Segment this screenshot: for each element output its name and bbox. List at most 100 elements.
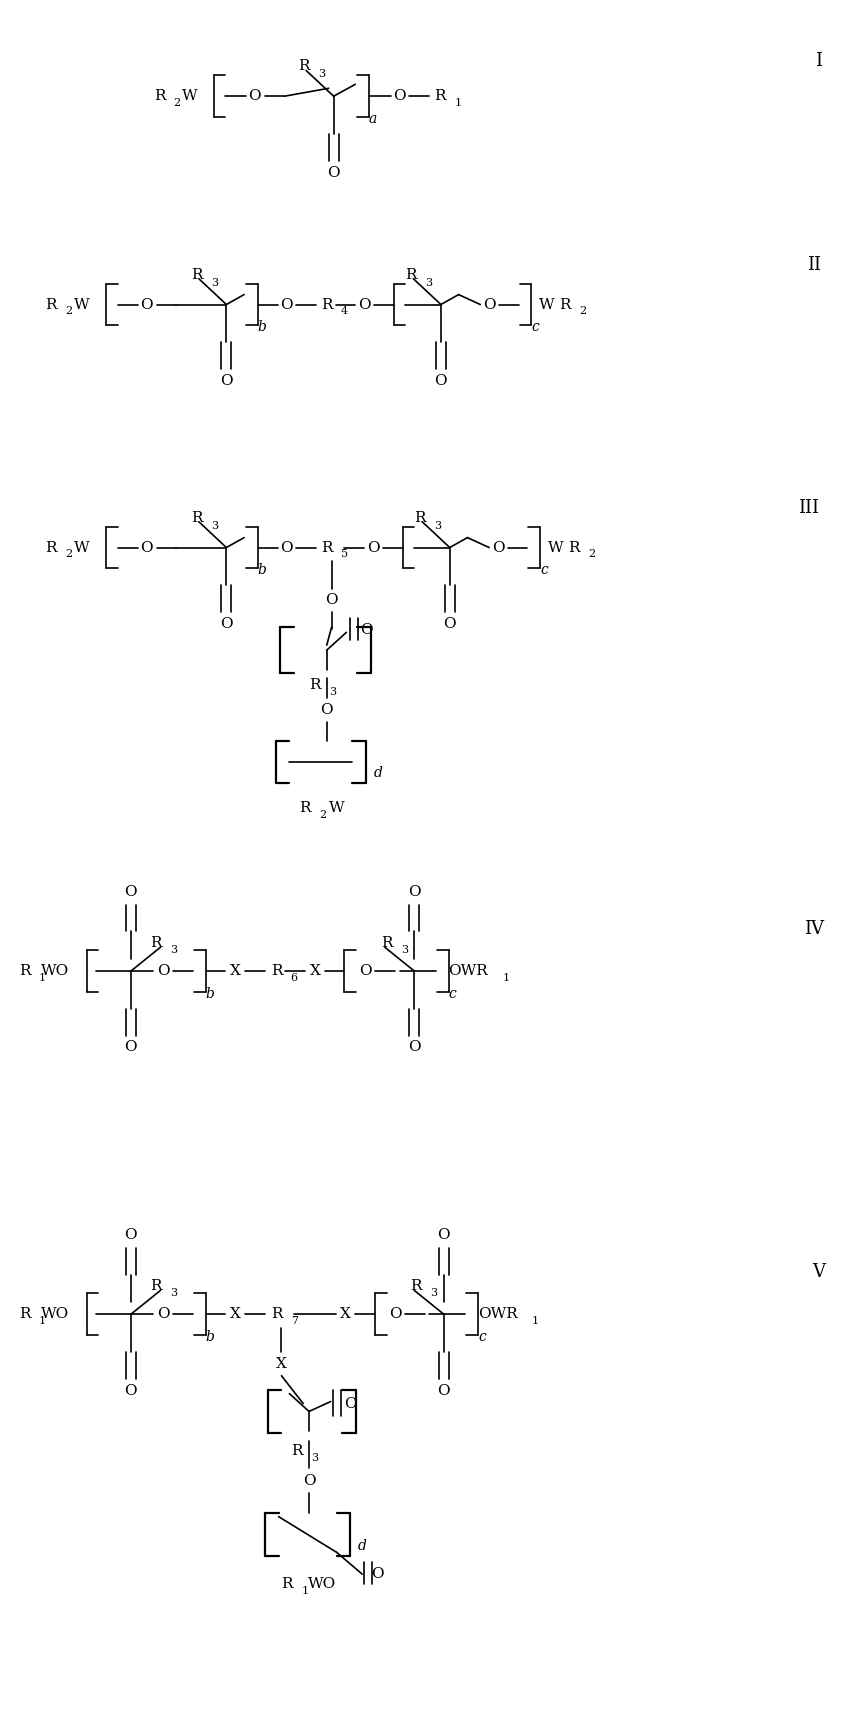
Text: 5: 5: [341, 549, 348, 559]
Text: OWR: OWR: [449, 964, 489, 978]
Text: 6: 6: [291, 973, 298, 983]
Text: O: O: [408, 1040, 421, 1055]
Text: I: I: [815, 53, 822, 70]
Text: WO: WO: [307, 1577, 336, 1590]
Text: R: R: [271, 964, 282, 978]
Text: O: O: [125, 1040, 137, 1055]
Text: X: X: [276, 1356, 287, 1371]
Text: III: III: [799, 499, 819, 516]
Text: IV: IV: [804, 920, 824, 939]
Text: R: R: [321, 298, 332, 311]
Text: 1: 1: [532, 1317, 539, 1327]
Text: O: O: [437, 1228, 450, 1241]
Text: O: O: [220, 374, 233, 388]
Text: R: R: [292, 1445, 303, 1459]
Text: R: R: [191, 511, 202, 525]
Text: R: R: [19, 1306, 30, 1322]
Text: b: b: [205, 1330, 214, 1344]
Text: b: b: [205, 987, 214, 1000]
Text: W: W: [549, 540, 564, 554]
Text: R: R: [405, 268, 418, 282]
Text: OWR: OWR: [478, 1306, 518, 1322]
Text: 3: 3: [425, 277, 432, 287]
Text: a: a: [369, 113, 377, 127]
Text: R: R: [381, 937, 392, 951]
Text: 3: 3: [319, 70, 326, 79]
Text: 1: 1: [455, 97, 462, 108]
Text: W: W: [74, 298, 89, 311]
Text: O: O: [491, 540, 504, 554]
Text: II: II: [807, 256, 821, 274]
Text: 1: 1: [38, 1317, 45, 1327]
Text: R: R: [299, 800, 311, 816]
Text: 2: 2: [319, 811, 326, 819]
Text: c: c: [531, 320, 539, 335]
Text: 3: 3: [169, 1288, 177, 1298]
Text: 3: 3: [434, 522, 442, 530]
Text: O: O: [157, 1306, 170, 1322]
Text: 3: 3: [169, 946, 177, 956]
Text: W: W: [74, 540, 89, 554]
Text: 1: 1: [38, 973, 45, 983]
Text: X: X: [310, 964, 320, 978]
Text: W: W: [329, 800, 345, 816]
Text: c: c: [449, 987, 457, 1000]
Text: 2: 2: [579, 306, 586, 316]
Text: 1: 1: [503, 973, 510, 983]
Text: V: V: [812, 1262, 825, 1281]
Text: O: O: [360, 624, 372, 638]
Text: O: O: [320, 703, 333, 716]
Text: O: O: [390, 1306, 402, 1322]
Text: R: R: [150, 1279, 161, 1293]
Text: O: O: [125, 884, 137, 899]
Text: R: R: [299, 60, 310, 74]
Text: O: O: [393, 89, 406, 103]
Text: 2: 2: [588, 549, 595, 559]
Text: R: R: [191, 268, 202, 282]
Text: 2: 2: [65, 306, 72, 316]
Text: 3: 3: [329, 687, 336, 698]
Text: b: b: [258, 563, 266, 578]
Text: O: O: [344, 1397, 357, 1411]
Text: WO: WO: [41, 1306, 69, 1322]
Text: O: O: [372, 1566, 385, 1582]
Text: O: O: [157, 964, 170, 978]
Text: O: O: [125, 1383, 137, 1397]
Text: R: R: [281, 1577, 293, 1590]
Text: R: R: [321, 540, 332, 554]
Text: O: O: [408, 884, 421, 899]
Text: 1: 1: [301, 1585, 309, 1595]
Text: O: O: [366, 540, 379, 554]
Text: X: X: [340, 1306, 351, 1322]
Text: 4: 4: [341, 306, 348, 316]
Text: X: X: [230, 1306, 240, 1322]
Text: X: X: [230, 964, 240, 978]
Text: 2: 2: [173, 97, 181, 108]
Text: O: O: [248, 89, 261, 103]
Text: R: R: [411, 1279, 422, 1293]
Text: R: R: [45, 298, 57, 311]
Text: 3: 3: [211, 522, 218, 530]
Text: O: O: [327, 166, 340, 180]
Text: O: O: [220, 617, 233, 631]
Text: c: c: [541, 563, 548, 578]
Text: R: R: [415, 511, 426, 525]
Text: 3: 3: [431, 1288, 437, 1298]
Text: O: O: [358, 298, 371, 311]
Text: d: d: [358, 1539, 366, 1553]
Text: R: R: [568, 540, 580, 554]
Text: R: R: [150, 937, 161, 951]
Text: R: R: [559, 298, 570, 311]
Text: O: O: [141, 298, 153, 311]
Text: O: O: [437, 1383, 450, 1397]
Text: O: O: [280, 298, 293, 311]
Text: R: R: [45, 540, 57, 554]
Text: 3: 3: [312, 1454, 319, 1464]
Text: O: O: [141, 540, 153, 554]
Text: W: W: [539, 298, 555, 311]
Text: 2: 2: [65, 549, 72, 559]
Text: W: W: [182, 89, 198, 103]
Text: O: O: [326, 593, 338, 607]
Text: WO: WO: [41, 964, 69, 978]
Text: O: O: [483, 298, 496, 311]
